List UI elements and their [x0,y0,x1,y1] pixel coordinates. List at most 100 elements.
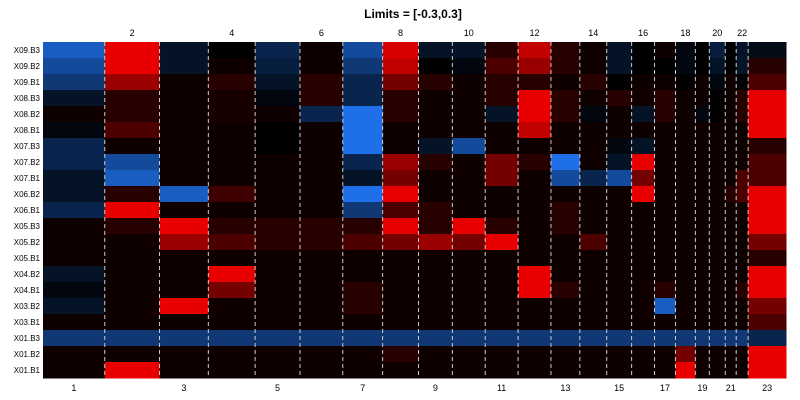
heatmap-cell-X05.B3-23 [748,218,787,235]
heatmap-cell-X09.B2-22 [736,58,749,75]
heatmap-cell-X04.B1-6 [299,282,344,299]
heatmap-cell-X08.B2-23 [748,106,787,123]
heatmap-cell-X05.B1-8 [382,250,419,267]
heatmap-cell-X07.B2-23 [748,154,787,171]
heatmap-cell-X08.B2-14 [579,106,608,123]
heatmap-cell-X08.B2-19 [695,106,710,123]
heatmap-cell-X01.B1-19 [695,362,710,379]
heatmap-cell-X07.B3-16 [631,138,656,155]
heatmap-cell-X05.B2-23 [748,234,787,251]
heatmap-cell-X06.B2-2 [104,186,161,203]
heatmap-cell-X01.B3-18 [675,330,696,347]
heatmap-cell-X08.B1-2 [104,122,161,139]
heatmap-cell-X05.B1-2 [104,250,161,267]
heatmap-cell-X07.B2-4 [208,154,256,171]
row-label: X03.B2 [14,302,41,311]
heatmap-cell-X03.B1-20 [709,314,726,331]
heatmap-cell-X05.B1-13 [550,250,581,267]
heatmap-cell-X07.B3-13 [550,138,581,155]
heatmap-cell-X05.B1-6 [299,250,344,267]
heatmap-cell-X06.B2-20 [709,186,726,203]
heatmap-cell-X01.B1-17 [654,362,676,379]
heatmap-cell-X07.B1-2 [104,170,161,187]
heatmap-cell-X06.B1-19 [695,202,710,219]
heatmap-cell-X08.B3-9 [418,90,453,107]
heatmap-cell-X07.B3-19 [695,138,710,155]
heatmap-cell-X05.B3-11 [485,218,519,235]
heatmap-cell-X07.B1-3 [159,170,209,187]
heatmap-cell-X07.B1-1 [43,170,106,187]
heatmap-cell-X03.B1-8 [382,314,419,331]
heatmap-cell-X01.B3-4 [208,330,256,347]
heatmap-cell-X09.B1-6 [299,74,344,91]
heatmap-cell-X08.B1-9 [418,122,453,139]
heatmap-cell-X07.B3-22 [736,138,749,155]
chromosome-separators [104,42,749,378]
heatmap-cell-X07.B3-18 [675,138,696,155]
heatmap-cell-X03.B2-17 [654,298,676,315]
heatmap-cell-X09.B3-17 [654,42,676,59]
heatmap-cell-X09.B3-10 [452,42,486,59]
heatmap-cell-X05.B1-17 [654,250,676,267]
heatmap-cell-X04.B1-23 [748,282,787,299]
heatmap-cell-X08.B2-20 [709,106,726,123]
heatmap-cell-X04.B1-18 [675,282,696,299]
heatmap-cell-X03.B1-13 [550,314,581,331]
heatmap-cell-X08.B1-7 [342,122,384,139]
heatmap-cell-X09.B2-8 [382,58,419,75]
heatmap-cell-X07.B1-22 [736,170,749,187]
heatmap-cell-X03.B1-10 [452,314,486,331]
heatmap-cell-X01.B1-2 [104,362,161,379]
heatmap-cell-X06.B2-3 [159,186,209,203]
heatmap-cell-X06.B1-9 [418,202,453,219]
heatmap-cell-X09.B2-16 [631,58,656,75]
heatmap-cell-X06.B1-4 [208,202,256,219]
heatmap-cell-X03.B1-11 [485,314,519,331]
column-tick-label: 22 [737,28,747,38]
heatmap-cell-X03.B2-9 [418,298,453,315]
heatmap-cell-X08.B3-1 [43,90,106,107]
column-tick-label: 17 [660,383,670,393]
heatmap-cell-X01.B2-4 [208,346,256,363]
heatmap-cell-X03.B1-14 [579,314,608,331]
heatmap-cell-X07.B2-21 [725,154,737,171]
column-tick-label: 21 [726,383,736,393]
heatmap-cell-X03.B2-16 [631,298,656,315]
heatmap-cell-X07.B3-7 [342,138,384,155]
row-label: X06.B1 [14,206,41,215]
heatmap-cell-X08.B1-12 [518,122,552,139]
heatmap-cell-X07.B3-2 [104,138,161,155]
heatmap-cell-X01.B2-20 [709,346,726,363]
heatmap-cell-X01.B2-3 [159,346,209,363]
heatmap-cell-X05.B2-1 [43,234,106,251]
heatmap-cell-X03.B1-1 [43,314,106,331]
heatmap-cell-X08.B2-1 [43,106,106,123]
heatmap-cell-X03.B1-19 [695,314,710,331]
heatmap-cell-X09.B3-18 [675,42,696,59]
heatmap-cell-X01.B2-19 [695,346,710,363]
heatmap-cell-X08.B3-3 [159,90,209,107]
heatmap-cell-X06.B1-22 [736,202,749,219]
heatmap-cell-X07.B2-10 [452,154,486,171]
heatmap-cell-X07.B2-16 [631,154,656,171]
heatmap-cell-X08.B3-8 [382,90,419,107]
heatmap-cell-X06.B2-18 [675,186,696,203]
heatmap-cell-X03.B1-18 [675,314,696,331]
heatmap-cell-X06.B2-10 [452,186,486,203]
column-tick-label: 14 [588,28,598,38]
heatmap-cell-X07.B3-17 [654,138,676,155]
heatmap-cell-X09.B2-9 [418,58,453,75]
heatmap-cell-X07.B1-8 [382,170,419,187]
column-tick-label: 18 [680,28,690,38]
heatmap-cell-X06.B1-14 [579,202,608,219]
heatmap-cell-X01.B2-6 [299,346,344,363]
row-label: X07.B3 [14,142,41,151]
heatmap-cell-X07.B3-21 [725,138,737,155]
heatmap-cell-X07.B1-6 [299,170,344,187]
heatmap-cell-X07.B1-17 [654,170,676,187]
heatmap-cell-X07.B2-5 [255,154,301,171]
row-label: X05.B2 [14,238,41,247]
heatmap-cell-X01.B2-11 [485,346,519,363]
heatmap-cell-X09.B2-6 [299,58,344,75]
heatmap-cell-X03.B2-4 [208,298,256,315]
